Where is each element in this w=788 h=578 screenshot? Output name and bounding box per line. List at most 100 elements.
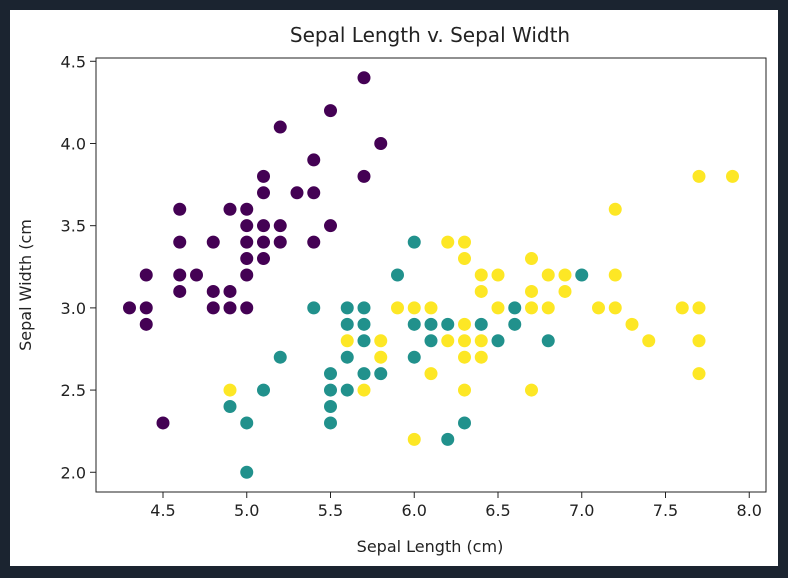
data-point xyxy=(356,366,372,382)
x-tick-label: 5.0 xyxy=(234,501,259,520)
data-point xyxy=(490,333,506,349)
data-point xyxy=(323,399,338,415)
data-point xyxy=(172,201,188,217)
data-point xyxy=(272,234,288,250)
data-point xyxy=(222,300,238,316)
data-point xyxy=(339,316,355,332)
y-tick-label: 2.0 xyxy=(61,463,86,482)
data-point xyxy=(674,300,690,316)
data-point xyxy=(323,103,338,119)
data-point xyxy=(524,382,539,398)
data-point xyxy=(423,316,439,332)
data-point xyxy=(155,415,171,431)
data-point xyxy=(406,300,422,316)
data-point xyxy=(339,382,355,398)
y-tick-label: 3.5 xyxy=(61,217,86,236)
data-point xyxy=(222,399,238,415)
data-point xyxy=(725,168,740,184)
x-tick-label: 4.5 xyxy=(150,501,175,520)
x-axis-label: Sepal Length (cm) xyxy=(357,537,504,556)
y-axis-label: Sepal Width (cm xyxy=(16,219,35,351)
data-point xyxy=(239,251,255,267)
data-point xyxy=(272,218,288,234)
data-point xyxy=(390,300,405,316)
data-point xyxy=(323,366,338,382)
data-point xyxy=(306,152,322,168)
data-point xyxy=(222,382,238,398)
data-point xyxy=(256,382,271,398)
data-point xyxy=(356,300,372,316)
data-point xyxy=(323,218,338,234)
data-point xyxy=(406,349,422,365)
data-point xyxy=(440,431,456,447)
data-point xyxy=(239,218,255,234)
data-point xyxy=(457,251,472,267)
data-point xyxy=(356,333,372,349)
data-point xyxy=(138,300,154,316)
data-point xyxy=(457,333,472,349)
data-point xyxy=(289,185,305,201)
data-point xyxy=(306,185,322,201)
data-point xyxy=(524,283,539,299)
data-point xyxy=(557,267,573,283)
data-point xyxy=(607,201,623,217)
data-point xyxy=(205,234,221,250)
data-point xyxy=(138,316,154,332)
x-tick-label: 8.0 xyxy=(737,501,762,520)
data-point xyxy=(323,382,338,398)
data-point xyxy=(607,300,623,316)
scatter-chart: Sepal Length v. Sepal Width 4.5 5.0 5.5 6.0… xyxy=(16,23,767,556)
data-point xyxy=(323,415,338,431)
data-point xyxy=(172,234,188,250)
data-point xyxy=(205,283,221,299)
data-point xyxy=(691,168,707,184)
data-point xyxy=(557,283,573,299)
data-point xyxy=(490,267,506,283)
x-tick-label: 7.5 xyxy=(653,501,678,520)
data-point xyxy=(272,119,288,135)
data-point xyxy=(423,300,439,316)
data-point xyxy=(205,300,221,316)
data-point xyxy=(691,300,707,316)
y-tick-label: 4.5 xyxy=(61,52,86,71)
data-point xyxy=(306,300,322,316)
data-point xyxy=(607,267,623,283)
data-point xyxy=(574,267,590,283)
data-point xyxy=(373,349,389,365)
data-point xyxy=(540,333,556,349)
data-point xyxy=(256,218,271,234)
data-point xyxy=(356,168,372,184)
data-point xyxy=(406,234,422,250)
data-point xyxy=(457,382,472,398)
data-point xyxy=(272,349,288,365)
data-point xyxy=(239,464,255,480)
data-point xyxy=(691,366,707,382)
y-axis: 2.0 2.5 3.0 3.5 4.0 4.5 xyxy=(61,52,96,482)
data-point xyxy=(457,415,472,431)
data-point xyxy=(473,316,489,332)
data-point xyxy=(239,201,255,217)
data-point xyxy=(373,333,389,349)
data-point xyxy=(591,300,606,316)
data-point xyxy=(691,333,707,349)
data-point xyxy=(423,366,439,382)
data-point xyxy=(507,316,523,332)
data-point xyxy=(239,234,255,250)
data-point xyxy=(339,333,355,349)
data-point xyxy=(540,300,556,316)
data-point xyxy=(256,234,271,250)
data-point xyxy=(256,185,271,201)
data-point xyxy=(457,349,472,365)
data-point xyxy=(406,431,422,447)
data-point xyxy=(641,333,657,349)
plot-area xyxy=(95,57,767,493)
x-axis: 4.5 5.0 5.5 6.0 6.5 7.0 7.5 8.0 xyxy=(150,492,762,520)
x-tick-label: 5.5 xyxy=(318,501,343,520)
figure: Sepal Length v. Sepal Width 4.5 5.0 5.5 6.0… xyxy=(10,10,778,566)
data-point xyxy=(373,366,389,382)
data-point xyxy=(239,300,255,316)
data-point xyxy=(339,300,355,316)
data-point xyxy=(172,283,188,299)
data-point xyxy=(256,168,271,184)
data-point xyxy=(540,267,556,283)
